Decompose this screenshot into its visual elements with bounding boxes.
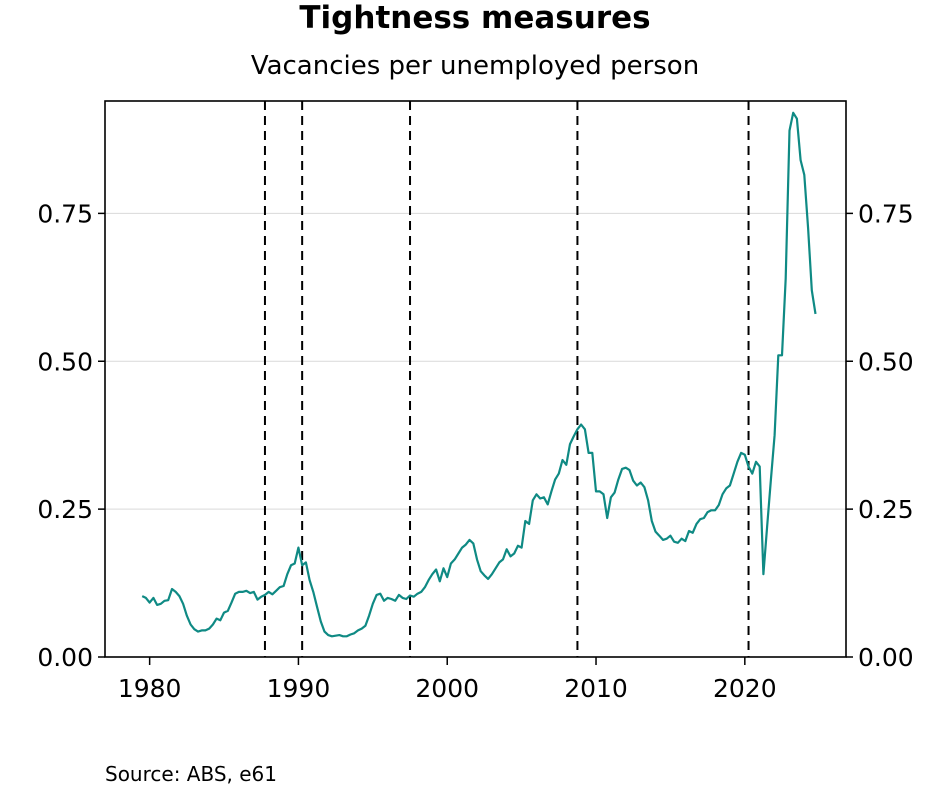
y-axis-left: 0.00 0.25 0.50 0.75 bbox=[37, 199, 105, 672]
y-tick-label-right-1: 0.25 bbox=[858, 495, 914, 524]
source-note: Source: ABS, e61 bbox=[105, 762, 278, 786]
chart-subtitle: Vacancies per unemployed person bbox=[250, 51, 700, 81]
y-axis-right: 0.00 0.25 0.50 0.75 bbox=[846, 199, 914, 672]
chart-title: Tightness measures bbox=[299, 0, 651, 36]
y-tick-label-right-3: 0.75 bbox=[858, 199, 914, 228]
y-tick-label-left-0: 0.00 bbox=[37, 643, 93, 672]
x-tick-label-1: 1990 bbox=[267, 674, 331, 703]
y-tick-label-left-3: 0.75 bbox=[37, 199, 93, 228]
series-line bbox=[141, 111, 817, 638]
plot-frame bbox=[104, 100, 847, 658]
y-tick-label-right-0: 0.00 bbox=[858, 643, 914, 672]
x-tick-label-2: 2000 bbox=[415, 674, 479, 703]
x-tick-label-4: 2020 bbox=[713, 674, 777, 703]
y-tick-label-left-2: 0.50 bbox=[37, 347, 93, 376]
y-tick-label-right-2: 0.50 bbox=[858, 347, 914, 376]
x-tick-label-0: 1980 bbox=[118, 674, 182, 703]
x-axis: 1980 1990 2000 2010 2020 bbox=[118, 657, 777, 703]
y-tick-label-left-1: 0.25 bbox=[37, 495, 93, 524]
gridlines bbox=[105, 212, 846, 510]
x-tick-label-3: 2010 bbox=[564, 674, 628, 703]
recession-lines bbox=[263, 101, 750, 657]
